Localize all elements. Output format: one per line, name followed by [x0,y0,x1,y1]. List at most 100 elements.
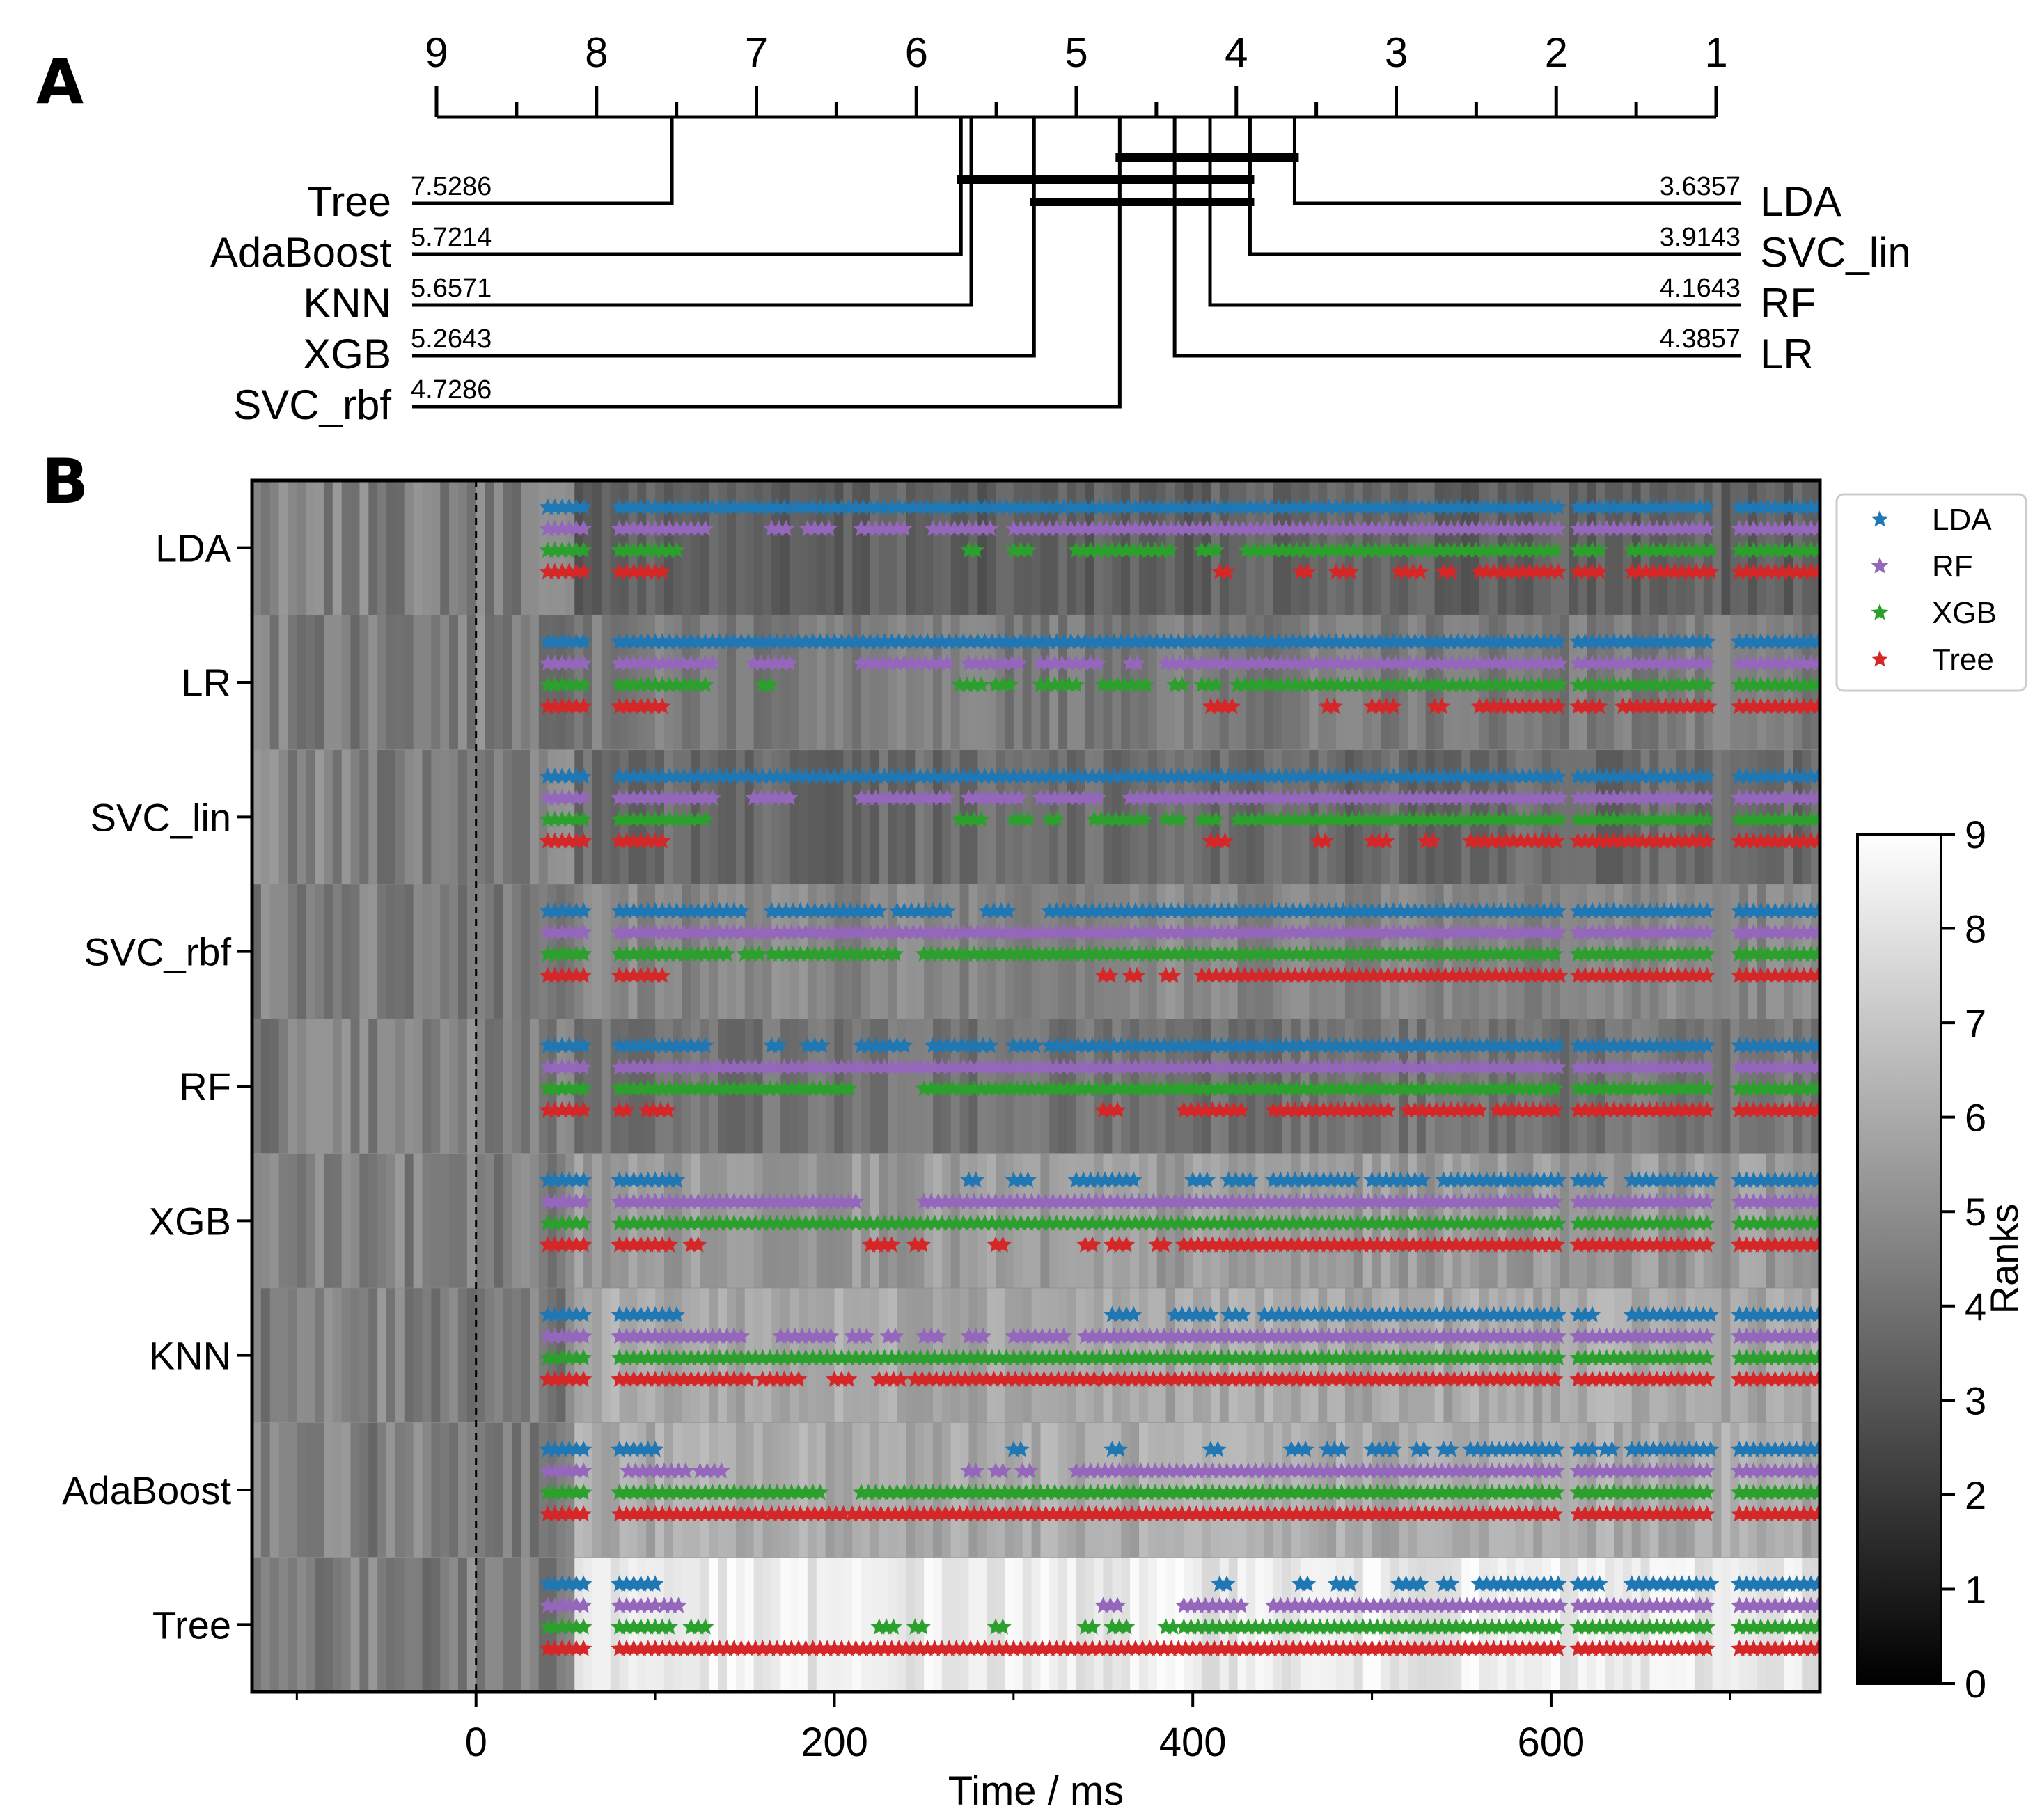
heatmap-cell [700,480,710,615]
heatmap-cell [440,480,450,615]
significance-star [574,519,592,537]
heatmap-cell [386,1422,396,1558]
heatmap-cell [996,480,1005,615]
heatmap-cell [466,480,477,615]
heatmap-cell [861,749,871,884]
heatmap-cell [825,480,835,615]
heatmap-cell [521,1557,531,1692]
heatmap-cell [503,884,512,1019]
heatmap-cell [529,1422,540,1558]
heatmap-cell [466,749,477,884]
heatmap-cell [521,1422,531,1558]
heatmap-cell [297,480,307,615]
heatmap-cell [260,1557,271,1692]
heatmap-cell [368,480,378,615]
heatmap-cell [494,1153,504,1288]
heatmap-cell [1721,615,1731,750]
heatmap-cell [413,615,423,750]
significance-star [1010,654,1028,671]
heatmap-cell [834,1557,845,1692]
significance-star [1809,633,1820,650]
heatmap-cell [269,884,280,1019]
markers-row-lda [539,498,1820,579]
heatmap-cell [1147,1557,1158,1692]
heatmap-cell [816,480,826,615]
heatmap-cell [521,480,531,615]
heatmap-cell [306,480,315,615]
heatmap-cell [368,749,378,884]
heatmap-cell [269,749,280,884]
heatmap-cell [422,615,432,750]
significance-star [1342,563,1360,579]
cd-tick-label: 6 [905,29,928,76]
heatmap-cell [457,749,468,884]
heatmap-cell [252,615,262,750]
heatmap-cell [959,1557,970,1692]
heatmap-cell [422,480,432,615]
heatmap-cell [404,615,414,750]
heatmap-cell [825,1557,835,1692]
cd-cliques [957,153,1299,206]
heatmap-cell [843,615,853,750]
heatmap-cell [1560,1019,1570,1154]
heatmap-cell [790,749,799,884]
heatmap-cell [404,749,414,884]
heatmap-cell [879,749,889,884]
heatmap-cell [466,1019,477,1154]
heatmap-cell [476,1557,486,1692]
heatmap-cell [332,480,343,615]
method-name: LR [1760,331,1814,377]
heatmap-cell [735,1557,746,1692]
heatmap-cell [395,749,405,884]
heatmap-cell [466,1153,477,1288]
heatmap-cell [449,749,459,884]
significance-star [1549,697,1567,714]
heatmap-cell [1721,1422,1731,1558]
heatmap-cell [315,884,324,1019]
heatmap-cell [278,480,289,615]
significance-star [1019,541,1037,558]
heatmap-cell [457,1422,468,1558]
method-name: AdaBoost [210,229,392,276]
heatmap-cell [350,1288,361,1423]
heatmap-cell [332,1422,343,1558]
heatmap-cell [278,1557,289,1692]
heatmap-cell [260,749,271,884]
heatmap-cell [315,1288,324,1423]
significance-star [938,654,956,671]
heatmap-cell [1175,480,1185,615]
significance-star [967,541,985,558]
heatmap-cell [529,480,540,615]
heatmap-cell [431,749,441,884]
significance-star [574,697,592,714]
significance-star [1809,675,1820,693]
significance-star [574,767,592,784]
marker-series-rf [539,654,1820,671]
cd-connector-tree [412,117,674,205]
heatmap-cell [260,1288,271,1423]
heatmap-cell [395,1153,405,1288]
significance-star [1137,675,1155,693]
heatmap-cell [512,749,521,884]
cd-tick-label: 7 [745,29,768,76]
heatmap-cell [512,1019,521,1154]
heatmap-cell [359,480,370,615]
significance-star [1551,654,1569,671]
significance-star [1173,675,1191,693]
heatmap-cell [1721,1153,1731,1288]
heatmap-cell [1721,1019,1731,1154]
significance-star [1161,541,1179,558]
heatmap-cell [1712,884,1722,1019]
heatmap-cell [315,1153,324,1288]
heatmap-row-xgb [252,1153,1820,1288]
heatmap-cell [341,884,352,1019]
significance-star [1591,563,1608,579]
heatmap-cell [422,1288,432,1423]
heatmap-cell [278,749,289,884]
heatmap-cell [306,1557,315,1692]
heatmap-cell [718,480,728,615]
heatmap-cell [288,1288,298,1423]
significance-star [1001,675,1019,693]
significance-star [574,654,592,671]
significance-star [1326,697,1343,714]
